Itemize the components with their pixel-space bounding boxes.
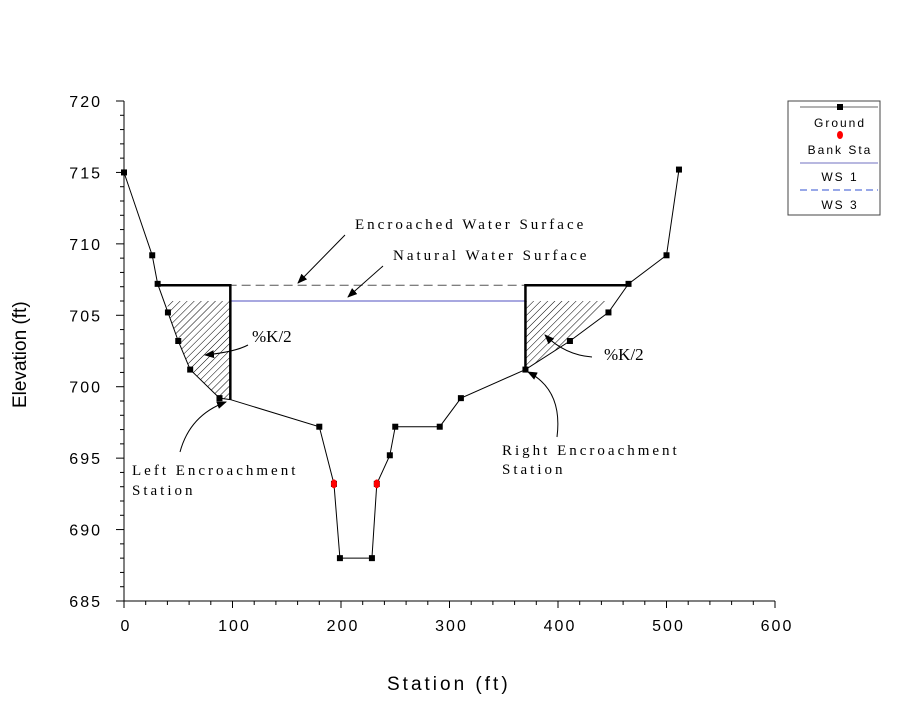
legend-bank-label: Bank Sta [808,143,873,157]
legend-bank-marker [837,131,843,139]
ground-point [368,555,375,562]
y-tick-label: 720 [69,94,102,111]
ground-point [164,309,171,316]
ground-point [216,395,223,402]
y-tick-label: 705 [69,308,102,325]
left-encroachment-hatch [167,301,231,400]
y-axis-label: Elevation (ft) [10,301,31,408]
arrow-encroached-ws [297,234,346,284]
annotation-k-right: %K/2 [604,345,644,364]
x-tick-label: 600 [761,618,794,635]
bank-station-point [330,479,337,489]
annotation-natural-ws: Natural Water Surface [393,248,589,264]
y-tick-label: 715 [69,165,102,182]
ground-point [175,338,182,344]
ground-point [625,280,632,287]
ground-point [392,423,399,430]
legend-ground-label: Ground [814,116,866,130]
ground-point [316,423,323,430]
legend: Ground Bank Sta WS 1 WS 3 [787,100,881,216]
ground-point [566,338,573,344]
y-tick-label: 695 [69,451,102,468]
ground-point [605,309,612,316]
ground-point [522,366,529,373]
ground-point [154,280,161,287]
x-tick-label: 500 [652,618,685,635]
x-tick-label: 400 [544,618,577,635]
legend-ground-marker [837,104,843,110]
ground-point [386,452,393,459]
ground-point [457,395,464,402]
ground-point [149,252,156,259]
annotation-left-station-1: Left Encroachment [132,463,298,479]
x-tick-label: 200 [327,618,360,635]
arrow-left-station [179,401,227,453]
legend-box [787,100,881,216]
annotation-k-left: %K/2 [252,327,292,346]
x-tick-label: 100 [218,618,251,635]
arrow-k-right [544,334,593,358]
x-axis-label: Station (ft) [387,674,511,695]
y-tick-label: 690 [69,523,102,540]
ground-point [336,555,343,562]
y-tick-label: 710 [69,237,102,254]
right-encroachment-hatch [525,301,608,370]
arrow-right-station [527,371,559,438]
arrow-k-left [204,344,249,359]
annotation-right-station-2: Station [502,462,566,478]
right-encroachment-line [524,284,629,370]
x-tick-label: 300 [435,618,468,635]
ground-point [187,366,194,373]
y-tick-label: 700 [69,380,102,397]
annotation-left-station-2: Station [132,483,196,499]
left-encroachment-line [157,284,232,400]
legend-ws1-label: WS 1 [821,170,858,184]
ground-point [121,169,127,176]
arrow-natural-ws [347,265,384,298]
bank-station-point [373,479,380,489]
annotation-right-station-1: Right Encroachment [502,443,680,459]
ground-point [675,166,682,173]
legend-ws3-label: WS 3 [821,198,858,212]
x-tick-label: 0 [121,618,132,635]
annotation-encroached-ws: Encroached Water Surface [355,217,586,233]
ground-point [436,423,443,430]
ground-point [663,252,670,259]
y-tick-label: 685 [69,594,102,611]
